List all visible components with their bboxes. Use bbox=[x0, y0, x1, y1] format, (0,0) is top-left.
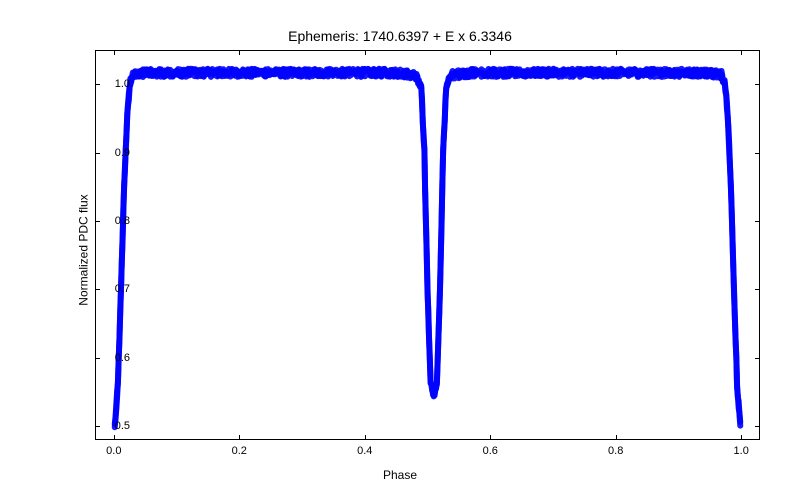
x-tick-mark bbox=[239, 50, 240, 55]
y-tick-mark bbox=[755, 153, 760, 154]
x-tick-mark bbox=[365, 435, 366, 440]
y-tick-label: 0.5 bbox=[115, 420, 130, 432]
y-tick-label: 1.0 bbox=[115, 78, 130, 90]
x-tick-mark bbox=[490, 435, 491, 440]
x-axis-label: Phase bbox=[0, 468, 800, 482]
y-tick-mark bbox=[95, 358, 100, 359]
light-curve-plot bbox=[96, 51, 759, 439]
y-tick-mark bbox=[95, 426, 100, 427]
x-tick-mark bbox=[114, 435, 115, 440]
y-tick-mark bbox=[755, 289, 760, 290]
y-tick-mark bbox=[755, 358, 760, 359]
y-tick-label: 0.9 bbox=[115, 147, 130, 159]
x-tick-mark bbox=[616, 435, 617, 440]
x-tick-mark bbox=[741, 435, 742, 440]
x-tick-mark bbox=[114, 50, 115, 55]
y-tick-label: 0.7 bbox=[115, 283, 130, 295]
y-tick-mark bbox=[95, 153, 100, 154]
x-tick-label: 0.2 bbox=[232, 445, 247, 457]
x-tick-label: 0.6 bbox=[483, 445, 498, 457]
x-tick-label: 1.0 bbox=[734, 445, 749, 457]
y-tick-label: 0.6 bbox=[115, 352, 130, 364]
x-tick-mark bbox=[741, 50, 742, 55]
y-tick-mark bbox=[95, 289, 100, 290]
x-tick-mark bbox=[365, 50, 366, 55]
y-axis-label: Normalized PDC flux bbox=[77, 194, 91, 305]
y-tick-mark bbox=[755, 84, 760, 85]
x-tick-mark bbox=[490, 50, 491, 55]
chart-title: Ephemeris: 1740.6397 + E x 6.3346 bbox=[0, 28, 800, 44]
x-tick-mark bbox=[239, 435, 240, 440]
x-tick-label: 0.4 bbox=[357, 445, 372, 457]
x-tick-mark bbox=[616, 50, 617, 55]
light-curve-series bbox=[115, 69, 741, 428]
chart-container bbox=[95, 50, 760, 440]
y-tick-mark bbox=[95, 221, 100, 222]
x-tick-label: 0.8 bbox=[608, 445, 623, 457]
y-tick-mark bbox=[95, 84, 100, 85]
x-tick-label: 0.0 bbox=[106, 445, 121, 457]
plot-area bbox=[95, 50, 760, 440]
y-tick-label: 0.8 bbox=[115, 215, 130, 227]
y-tick-mark bbox=[755, 221, 760, 222]
y-tick-mark bbox=[755, 426, 760, 427]
